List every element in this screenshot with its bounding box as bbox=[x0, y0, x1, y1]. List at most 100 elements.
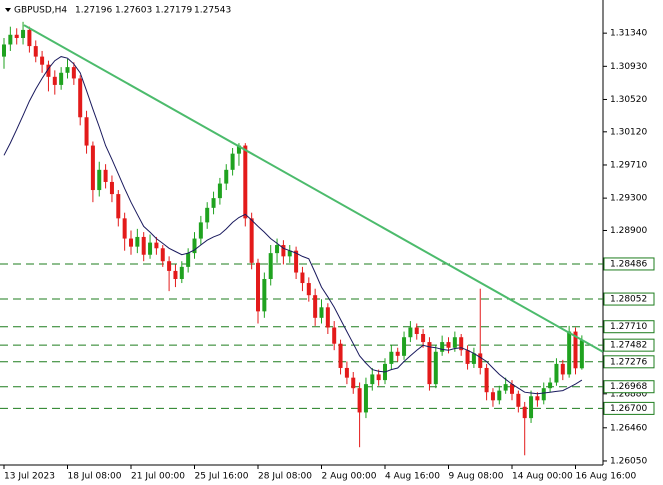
candle-body bbox=[236, 145, 241, 154]
candle-body bbox=[8, 34, 13, 45]
candle-body bbox=[402, 337, 407, 356]
level-label: 1.26968 bbox=[610, 382, 647, 392]
x-tick-label: 18 Jul 08:00 bbox=[68, 472, 122, 482]
candle-body bbox=[478, 353, 483, 368]
candle-body bbox=[27, 29, 32, 47]
y-tick-label: 1.31340 bbox=[610, 29, 647, 39]
candle-body bbox=[319, 307, 324, 318]
candle-body bbox=[300, 272, 305, 284]
candle-body bbox=[46, 64, 51, 77]
x-tick-label: 14 Aug 00:00 bbox=[512, 472, 573, 482]
candle-body bbox=[243, 145, 248, 219]
y-tick-label: 1.30520 bbox=[610, 95, 647, 105]
candle-body bbox=[554, 363, 559, 383]
level-label: 1.28486 bbox=[610, 259, 647, 269]
candle-body bbox=[78, 78, 83, 118]
candle-body bbox=[268, 253, 273, 279]
candle-body bbox=[211, 198, 216, 208]
y-tick-label: 1.30930 bbox=[610, 62, 647, 72]
candle-body bbox=[148, 242, 153, 255]
level-label: 1.26700 bbox=[610, 404, 647, 414]
x-tick-label: 9 Aug 08:00 bbox=[449, 472, 504, 482]
level-label-box bbox=[603, 257, 655, 271]
candle-body bbox=[224, 169, 229, 184]
y-tick-label: 1.26880 bbox=[610, 389, 647, 399]
candle-body bbox=[173, 270, 178, 279]
candle-body bbox=[275, 245, 280, 254]
candle-body bbox=[167, 261, 172, 271]
candle-body bbox=[192, 238, 197, 254]
candle-body bbox=[541, 388, 546, 401]
y-tick-label: 1.26460 bbox=[610, 423, 647, 433]
level-label: 1.27276 bbox=[610, 357, 647, 367]
candle-body bbox=[560, 363, 565, 375]
level-label-box bbox=[603, 292, 655, 306]
candle-body bbox=[230, 153, 235, 170]
candle-body bbox=[338, 343, 343, 368]
candle-body bbox=[141, 236, 146, 255]
candle-body bbox=[510, 384, 514, 394]
level-label: 1.27482 bbox=[610, 341, 647, 351]
level-label-box bbox=[603, 320, 655, 334]
candle-body bbox=[414, 327, 419, 334]
candle-body bbox=[433, 351, 438, 385]
level-label-box bbox=[603, 380, 655, 394]
candle-body bbox=[103, 169, 108, 182]
candle-body bbox=[484, 367, 489, 393]
candle-body bbox=[497, 390, 502, 401]
candle-body bbox=[14, 34, 19, 39]
candle-body bbox=[179, 266, 184, 279]
candle-body bbox=[21, 29, 26, 39]
candle-body bbox=[313, 295, 318, 318]
candle-body bbox=[459, 337, 464, 351]
close-price: 1.27543 bbox=[194, 6, 231, 16]
candle-body bbox=[281, 245, 286, 257]
candle-body bbox=[357, 388, 362, 413]
moving-average bbox=[3, 56, 583, 395]
high-price: 1.27603 bbox=[115, 6, 152, 16]
candle-body bbox=[465, 350, 470, 364]
candle-body bbox=[256, 262, 260, 312]
candle-body bbox=[446, 342, 451, 348]
x-tick-label: 2 Aug 00:00 bbox=[322, 472, 377, 482]
candle-body bbox=[306, 283, 311, 296]
level-label-box bbox=[603, 338, 655, 352]
candle-body bbox=[389, 351, 394, 364]
x-tick-label: 13 Jul 2023 bbox=[4, 472, 55, 482]
candle-body bbox=[90, 145, 95, 191]
x-tick-label: 21 Jul 00:00 bbox=[131, 472, 185, 482]
x-tick-label: 25 Jul 16:00 bbox=[195, 472, 249, 482]
candle-body bbox=[294, 250, 299, 273]
candle-body bbox=[33, 46, 38, 57]
candle-body bbox=[65, 67, 70, 73]
candle-body bbox=[395, 351, 400, 356]
x-tick-label: 16 Aug 16:00 bbox=[576, 472, 637, 482]
candle-body bbox=[351, 377, 356, 389]
y-tick-label: 1.30120 bbox=[610, 127, 647, 137]
candle-body bbox=[52, 76, 57, 85]
candle-body bbox=[548, 382, 553, 389]
level-label-box bbox=[603, 355, 655, 369]
y-tick-label: 1.29710 bbox=[610, 160, 647, 170]
candle-body bbox=[2, 44, 6, 57]
y-tick-label: 1.29300 bbox=[610, 194, 647, 204]
open-price: 1.27196 bbox=[75, 6, 112, 16]
candle-body bbox=[363, 384, 368, 413]
candle-body bbox=[522, 406, 527, 419]
candle-body bbox=[579, 340, 584, 369]
level-label-box bbox=[603, 401, 655, 415]
candle-body bbox=[376, 374, 381, 381]
candle-body bbox=[71, 67, 76, 79]
level-label: 1.27710 bbox=[610, 322, 647, 332]
candle-body bbox=[122, 218, 127, 239]
candle-body bbox=[135, 236, 140, 247]
candle-body bbox=[573, 331, 578, 369]
candle-body bbox=[567, 331, 572, 375]
candle-body bbox=[332, 327, 337, 344]
candle-body bbox=[325, 307, 330, 328]
menu-arrow[interactable] bbox=[5, 8, 11, 12]
candle-body bbox=[262, 279, 267, 312]
level-label: 1.28052 bbox=[610, 295, 647, 305]
